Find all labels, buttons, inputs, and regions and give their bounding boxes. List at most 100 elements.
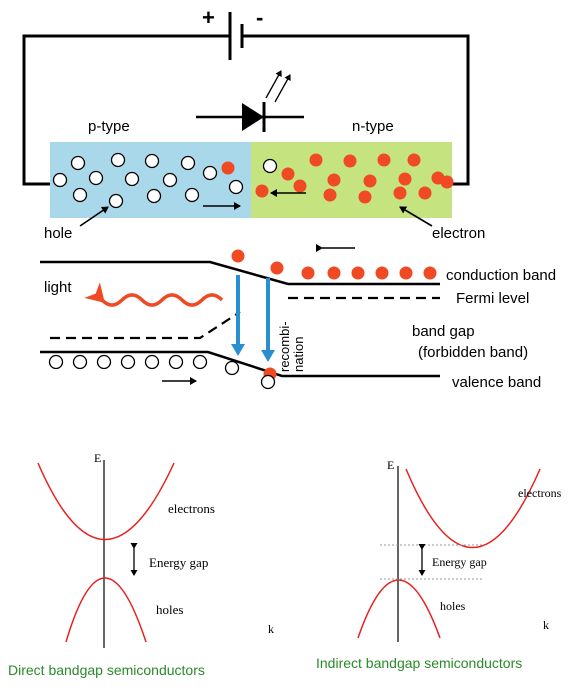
forbidden-band-label: (forbidden band) <box>418 344 528 361</box>
valence-band-edge <box>40 350 440 378</box>
indirect-valence-curve <box>357 579 441 639</box>
band-electron <box>351 266 365 280</box>
band-electron <box>301 266 315 280</box>
hole <box>262 158 278 174</box>
electron <box>377 153 391 167</box>
band-hole <box>224 360 240 376</box>
hole <box>124 171 140 187</box>
conduction-band-edge <box>40 260 440 286</box>
p-type-label: p-type <box>88 118 130 135</box>
n-region <box>251 142 452 218</box>
light-wave <box>84 282 224 307</box>
electron <box>363 174 377 188</box>
band-hole <box>192 354 208 370</box>
direct-e-label: E <box>94 451 101 465</box>
diode-symbol <box>196 70 304 132</box>
hole <box>202 165 218 181</box>
indirect-gap-label: Energy gap <box>432 555 487 569</box>
hole <box>180 155 196 171</box>
direct-valence-curve <box>65 577 147 643</box>
band-hole <box>72 354 88 370</box>
electron <box>323 188 337 202</box>
electron-pointer <box>399 206 433 227</box>
light-label: light <box>44 279 72 296</box>
hole-label: hole <box>44 225 72 242</box>
direct-electrons-label: electrons <box>168 501 215 516</box>
band-hole <box>260 374 276 390</box>
circuit: + - <box>22 5 470 186</box>
band-electron <box>270 261 284 275</box>
direct-bandgap-plot: E k electrons Energy gap holes Direct ba… <box>8 451 274 678</box>
electron <box>221 161 235 175</box>
junction-electrons <box>221 153 454 204</box>
electron <box>309 153 323 167</box>
hole <box>184 187 200 203</box>
indirect-conduction-curve <box>405 468 541 548</box>
direct-k-label: k <box>268 622 274 636</box>
direct-caption: Direct bandgap semiconductors <box>8 662 205 678</box>
conduction-band-label: conduction band <box>446 267 556 284</box>
recombination-label-line1: recombi- <box>277 321 292 372</box>
indirect-k-label: k <box>543 618 549 632</box>
electron <box>358 190 372 204</box>
recombination-label-line2: nation <box>291 337 306 372</box>
hole <box>72 187 88 203</box>
electron <box>281 167 295 181</box>
battery-minus-label: - <box>256 5 263 30</box>
band-electron <box>327 266 341 280</box>
electron <box>343 154 357 168</box>
hole <box>162 172 178 188</box>
indirect-bandgap-plot: E k electrons Energy gap holes Indirect … <box>316 458 562 671</box>
band-electrons <box>231 249 437 381</box>
electron <box>293 179 307 193</box>
recombination-label: recombi- nation <box>277 321 306 372</box>
electron <box>393 186 407 200</box>
indirect-holes-label: holes <box>440 599 466 613</box>
junction-holes <box>52 152 278 209</box>
n-type-label: n-type <box>352 118 394 135</box>
direct-conduction-curve <box>37 462 175 540</box>
indirect-caption: Indirect bandgap semiconductors <box>316 655 522 671</box>
hole <box>108 193 124 209</box>
diode-triangle <box>242 103 264 131</box>
hole <box>52 172 68 188</box>
band-hole <box>96 354 112 370</box>
electron <box>398 172 412 186</box>
electron <box>418 186 432 200</box>
hole <box>146 188 162 204</box>
band-electron <box>231 249 245 263</box>
band-hole <box>168 354 184 370</box>
fermi-level-p <box>50 311 241 340</box>
electron <box>327 173 341 187</box>
indirect-electrons-label: electrons <box>518 486 562 500</box>
hole <box>144 153 160 169</box>
electron <box>407 153 421 167</box>
circuit-wire-right <box>242 34 470 186</box>
band-hole <box>48 354 64 370</box>
emission-arrow-2 <box>274 74 291 103</box>
band-hole <box>144 354 160 370</box>
valence-band-label: valence band <box>452 374 541 391</box>
hole <box>110 152 126 168</box>
fermi-level-label: Fermi level <box>456 290 529 307</box>
band-gap-label: band gap <box>412 323 475 340</box>
hole <box>88 170 104 186</box>
hole-pointer <box>79 206 109 227</box>
direct-gap-label: Energy gap <box>149 555 208 570</box>
battery-plus-label: + <box>202 5 215 30</box>
band-hole <box>120 354 136 370</box>
hole <box>70 155 86 171</box>
circuit-wire-left <box>22 34 230 186</box>
band-electron <box>375 266 389 280</box>
emission-arrow-1 <box>265 70 282 99</box>
band-electron <box>423 266 437 280</box>
hole <box>228 179 244 195</box>
indirect-e-label: E <box>387 458 394 472</box>
electron <box>440 175 454 189</box>
band-holes <box>48 354 276 390</box>
band-electron <box>399 266 413 280</box>
electron <box>255 184 269 198</box>
direct-holes-label: holes <box>156 602 183 617</box>
electron-label: electron <box>432 225 485 242</box>
